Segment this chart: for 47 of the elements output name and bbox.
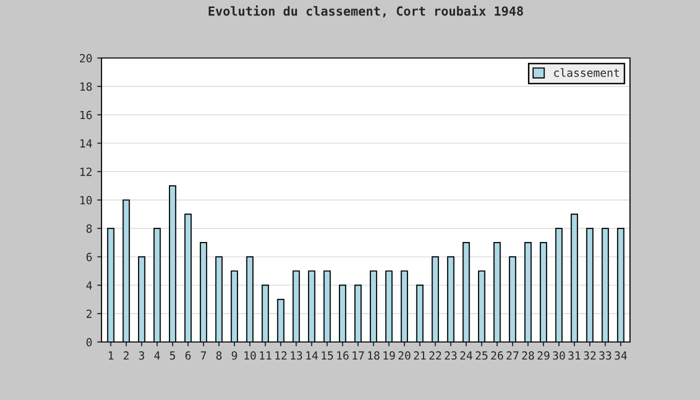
y-tick-label: 16 xyxy=(80,110,92,120)
x-tick-label: 1 xyxy=(108,351,114,360)
x-tick-label: 25 xyxy=(476,351,488,360)
x-tick-label: 9 xyxy=(232,351,237,360)
x-tick-label: 29 xyxy=(538,351,550,360)
x-tick-label: 13 xyxy=(290,351,302,360)
x-tick-label: 31 xyxy=(568,351,580,360)
x-tick-label: 19 xyxy=(384,351,395,360)
y-tick-label: 4 xyxy=(86,281,92,290)
x-tick-label: 21 xyxy=(414,351,426,360)
x-tick-label: 30 xyxy=(552,351,565,360)
x-tick-label: 28 xyxy=(522,351,534,360)
x-tick-label: 18 xyxy=(368,351,380,360)
y-tick-label: 18 xyxy=(80,82,92,91)
y-tick-label: 20 xyxy=(80,54,92,62)
x-tick-label: 34 xyxy=(614,351,627,360)
x-tick-label: 27 xyxy=(506,351,518,360)
x-tick-label: 2 xyxy=(124,351,129,360)
x-tick-label: 23 xyxy=(444,351,457,360)
x-tick-label: 5 xyxy=(170,351,176,360)
legend-label: classement xyxy=(554,68,619,77)
y-tick-label: 14 xyxy=(80,139,92,148)
y-tick-label: 6 xyxy=(86,252,92,262)
y-tick-label: 0 xyxy=(86,338,92,346)
x-tick-label: 8 xyxy=(216,351,222,360)
x-tick-label: 11 xyxy=(260,351,272,360)
x-tick-label: 33 xyxy=(599,351,612,360)
x-tick-label: 6 xyxy=(185,351,191,360)
x-tick-label: 15 xyxy=(322,351,333,360)
y-tick-label: 12 xyxy=(80,168,92,176)
x-tick-label: 7 xyxy=(200,351,206,360)
x-tick-label: 24 xyxy=(460,351,472,360)
x-tick-label: 26 xyxy=(491,351,504,360)
x-tick-label: 17 xyxy=(352,351,364,360)
x-tick-label: 10 xyxy=(244,351,256,360)
chart-title: Evolution du classement, Cort roubaix 1948 xyxy=(208,5,524,18)
y-tick-label: 2 xyxy=(86,310,92,318)
x-tick-label: 22 xyxy=(429,351,442,360)
y-tick-label: 10 xyxy=(80,196,92,204)
x-tick-label: 4 xyxy=(154,351,160,360)
x-tick-label: 12 xyxy=(275,351,286,360)
x-tick-label: 32 xyxy=(584,351,596,360)
x-tick-label: 3 xyxy=(139,351,144,360)
x-tick-label: 20 xyxy=(398,351,410,360)
x-tick-label: 14 xyxy=(306,351,318,360)
y-tick-label: 8 xyxy=(86,224,92,233)
x-tick-label: 16 xyxy=(337,351,349,360)
